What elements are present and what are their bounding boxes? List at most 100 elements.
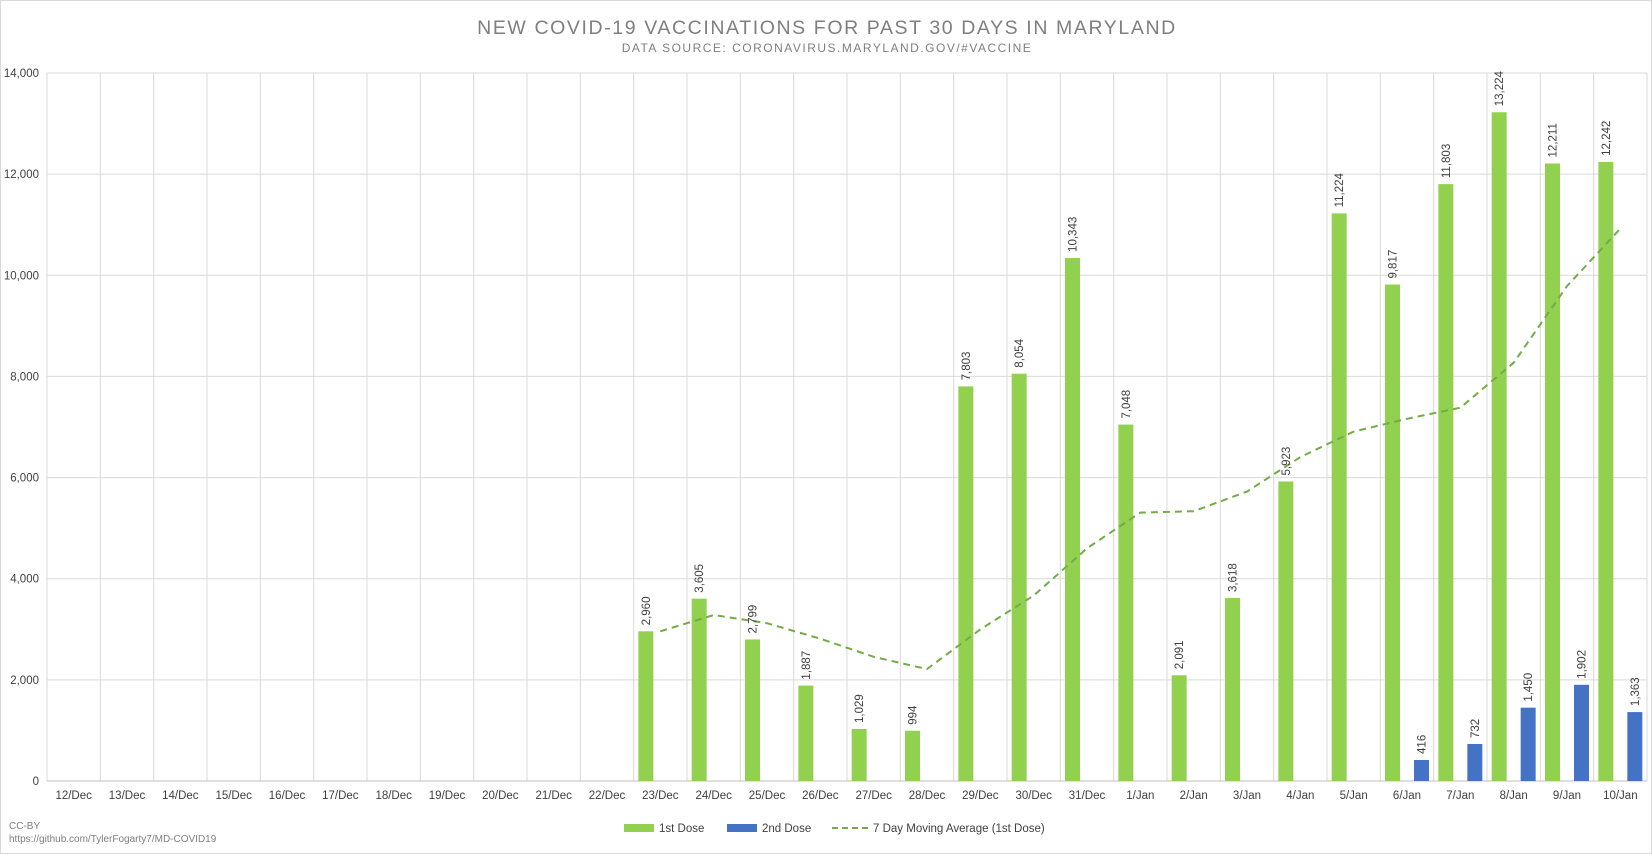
bar-1st-dose xyxy=(798,685,814,781)
bar-1st-dose xyxy=(1331,213,1347,781)
x-tick-label: 9/Jan xyxy=(1553,790,1581,802)
x-tick-label: 18/Dec xyxy=(375,790,412,802)
x-tick-label: 24/Dec xyxy=(695,790,732,802)
data-label-1st-dose: 12,242 xyxy=(1601,121,1613,156)
x-tick-label: 16/Dec xyxy=(269,790,306,802)
y-tick-label: 6,000 xyxy=(10,473,39,485)
x-tick-label: 30/Dec xyxy=(1015,790,1052,802)
bar-layer xyxy=(638,112,1643,782)
data-label-2nd-dose: 1,363 xyxy=(1630,677,1642,706)
y-tick-label: 12,000 xyxy=(4,169,39,181)
bar-2nd-dose xyxy=(1574,684,1589,781)
chart-subtitle: DATA SOURCE: CORONAVIRUS.MARYLAND.GOV/#V… xyxy=(622,41,1033,55)
bar-1st-dose xyxy=(1491,112,1507,782)
bar-1st-dose xyxy=(1225,598,1240,781)
x-tick-label: 20/Dec xyxy=(482,790,519,802)
x-tick-label: 29/Dec xyxy=(962,790,999,802)
grid-layer xyxy=(46,72,1648,781)
y-tick-label: 14,000 xyxy=(4,68,39,80)
bar-1st-dose xyxy=(851,728,867,781)
data-label-2nd-dose: 1,902 xyxy=(1577,650,1589,679)
bar-1st-dose xyxy=(638,631,654,781)
data-label-1st-dose: 9,817 xyxy=(1388,250,1400,279)
legend-label-1st-dose: 1st Dose xyxy=(659,823,704,835)
x-tick-label: 10/Jan xyxy=(1603,790,1638,802)
x-tick-label: 31/Dec xyxy=(1069,790,1106,802)
x-tick-label: 8/Jan xyxy=(1500,790,1528,802)
data-label-2nd-dose: 1,450 xyxy=(1523,673,1535,702)
bar-1st-dose xyxy=(1118,424,1134,781)
bar-2nd-dose xyxy=(1520,707,1536,781)
y-tick-label: 2,000 xyxy=(10,675,39,687)
data-label-2nd-dose: 416 xyxy=(1417,735,1429,754)
credit-url: https://github.com/TylerFogarty7/MD-COVI… xyxy=(9,834,217,845)
bar-1st-dose xyxy=(1278,481,1294,781)
x-tick-label: 12/Dec xyxy=(55,790,92,802)
x-tick-label: 17/Dec xyxy=(322,790,359,802)
x-tick-label: 5/Jan xyxy=(1340,790,1368,802)
x-tick-label: 7/Jan xyxy=(1446,790,1474,802)
data-label-1st-dose: 3,605 xyxy=(694,564,706,593)
legend-label-moving-average: 7 Day Moving Average (1st Dose) xyxy=(873,823,1045,835)
x-tick-label: 4/Jan xyxy=(1286,790,1314,802)
data-label-1st-dose: 8,054 xyxy=(1014,338,1026,367)
axis-layer: 0 2,000 4,000 6,000 8,000 10,000 12,000 14,000 1… xyxy=(4,68,1647,802)
bar-1st-dose xyxy=(905,730,920,781)
data-label-1st-dose: 12,211 xyxy=(1548,123,1560,157)
x-tick-label: 3/Jan xyxy=(1233,790,1261,802)
data-label-1st-dose: 3,618 xyxy=(1228,563,1240,592)
y-tick-label: 10,000 xyxy=(4,270,39,282)
bar-1st-dose xyxy=(691,598,707,781)
chart-title: NEW COVID-19 VACCINATIONS FOR PAST 30 DA… xyxy=(477,17,1177,39)
data-label-1st-dose: 11,803 xyxy=(1441,144,1453,178)
x-tick-label: 23/Dec xyxy=(642,790,679,802)
x-tick-label: 6/Jan xyxy=(1393,790,1421,802)
x-tick-label: 15/Dec xyxy=(215,790,252,802)
legend-label-2nd-dose: 2nd Dose xyxy=(762,823,811,835)
x-tick-label: 25/Dec xyxy=(749,790,786,802)
bar-2nd-dose xyxy=(1627,712,1643,781)
line-layer xyxy=(660,228,1622,671)
x-tick-label: 13/Dec xyxy=(109,790,146,802)
credit-license: CC-BY xyxy=(9,821,40,832)
data-label-1st-dose: 1,887 xyxy=(801,651,813,680)
data-label-1st-dose: 2,799 xyxy=(748,605,760,634)
x-tick-label: 14/Dec xyxy=(162,790,199,802)
bar-1st-dose xyxy=(1438,184,1454,782)
data-label-1st-dose: 11,224 xyxy=(1334,172,1346,207)
bar-1st-dose xyxy=(1385,284,1400,781)
legend-swatch-2nd-dose xyxy=(727,824,757,832)
data-label-1st-dose: 2,960 xyxy=(641,597,653,626)
bar-2nd-dose xyxy=(1414,759,1429,781)
x-tick-label: 22/Dec xyxy=(589,790,626,802)
bar-1st-dose xyxy=(1545,163,1560,781)
data-label-1st-dose: 5,923 xyxy=(1281,447,1293,476)
bar-2nd-dose xyxy=(1467,743,1483,781)
x-tick-label: 27/Dec xyxy=(855,790,892,802)
bar-1st-dose xyxy=(1598,161,1614,782)
data-label-1st-dose: 13,224 xyxy=(1494,70,1506,106)
y-tick-label: 0 xyxy=(33,776,39,788)
data-label-1st-dose: 7,803 xyxy=(961,352,973,381)
legend-swatch-1st-dose xyxy=(624,824,654,832)
bar-1st-dose xyxy=(958,386,974,781)
bar-1st-dose xyxy=(745,639,760,781)
x-tick-label: 21/Dec xyxy=(535,790,572,802)
legend: 1st Dose 2nd Dose 7 Day Moving Average (1s… xyxy=(624,823,1045,835)
data-label-1st-dose: 994 xyxy=(908,705,920,725)
bar-1st-dose xyxy=(1011,373,1027,781)
x-tick-label: 26/Dec xyxy=(802,790,839,802)
data-label-1st-dose: 7,048 xyxy=(1121,390,1133,419)
x-tick-label: 1/Jan xyxy=(1126,790,1154,802)
bar-1st-dose xyxy=(1065,257,1080,782)
x-tick-label: 2/Jan xyxy=(1180,790,1208,802)
moving-average-line xyxy=(660,228,1622,671)
y-tick-label: 4,000 xyxy=(10,574,39,586)
x-tick-label: 28/Dec xyxy=(909,790,946,802)
y-tick-label: 8,000 xyxy=(10,371,39,383)
data-label-1st-dose: 10,343 xyxy=(1068,217,1080,252)
data-label-1st-dose: 1,029 xyxy=(854,694,866,723)
data-label-2nd-dose: 732 xyxy=(1470,719,1482,738)
